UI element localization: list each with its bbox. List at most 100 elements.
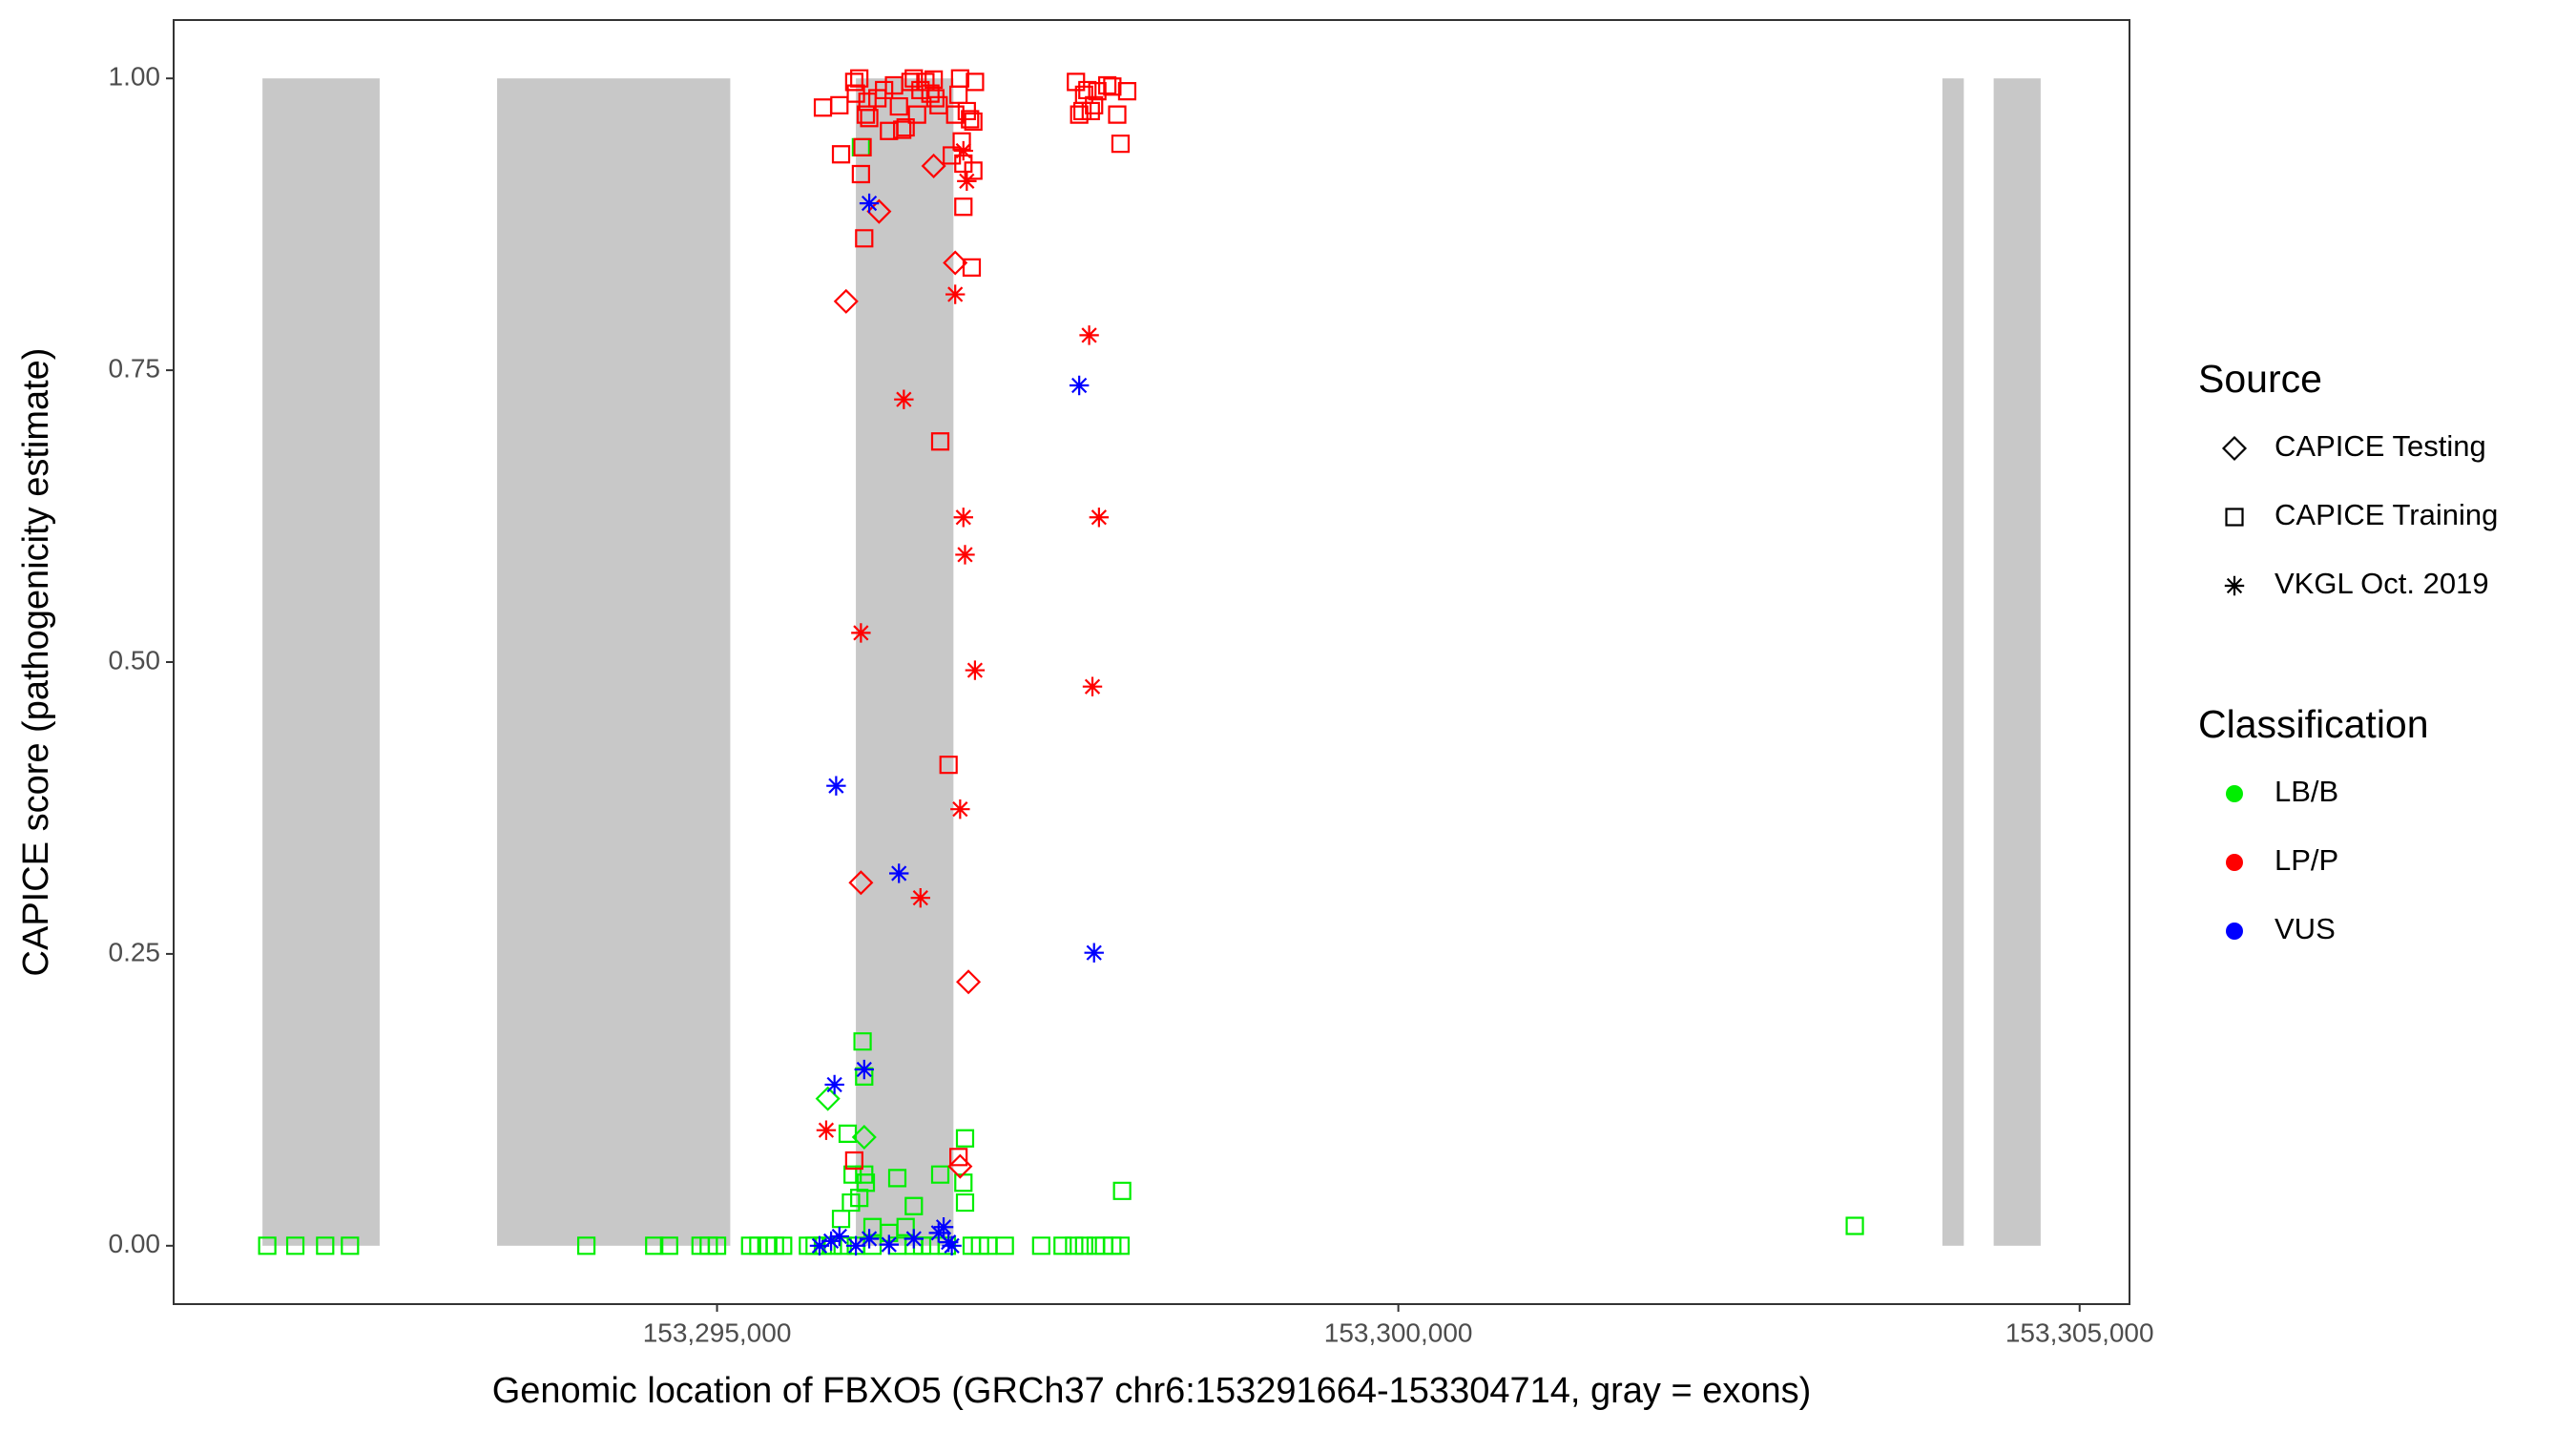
plot-border [173,19,2130,1305]
point [879,1234,899,1255]
point [859,193,880,214]
point [845,1235,866,1256]
point [907,105,926,124]
point [1112,1181,1132,1200]
point [1089,508,1110,528]
point [774,1236,793,1255]
legend-key [2221,435,2248,462]
legend-key [2226,785,2243,802]
point [911,80,930,100]
x-axis-title: Genomic location of FBXO5 (GRCh37 chr6:1… [492,1371,1812,1411]
point [956,969,982,995]
legend-key [2225,508,2244,527]
point [943,250,968,276]
legend-title: Classification [2198,702,2429,746]
point [862,1236,883,1255]
point [850,1189,869,1208]
point [856,1173,876,1192]
point [1108,105,1127,124]
point [1117,82,1137,101]
point [904,1229,924,1249]
point [955,1192,975,1213]
point [868,89,887,108]
point [821,1231,841,1252]
point [955,1129,975,1148]
point [659,1236,678,1255]
legend-label: VUS [2275,912,2336,945]
point [887,1169,907,1188]
point [1069,375,1090,396]
legend-label: LP/P [2275,843,2338,877]
legend-label: CAPICE Testing [2275,429,2486,463]
point [961,110,980,129]
point [949,1148,968,1167]
point [853,137,872,156]
point [1103,77,1122,96]
point [844,1151,863,1171]
point [957,171,977,192]
point [933,1217,954,1237]
point [889,96,908,116]
point [937,1236,957,1255]
point [854,1059,874,1080]
point [965,660,986,680]
point [924,70,944,90]
point [258,1236,277,1255]
legend-title: Source [2198,357,2322,401]
point [815,1086,841,1111]
exon [497,78,731,1246]
point [954,197,973,217]
point [995,1236,1014,1255]
point [884,75,904,95]
point [921,153,946,178]
point [942,1235,962,1256]
point [1085,95,1104,114]
y-tick-label: 0.50 [109,645,161,674]
point [921,84,940,103]
point [316,1236,335,1255]
point [1079,325,1099,345]
exon [856,78,954,1246]
point [889,863,909,883]
point [1845,1216,1864,1235]
point [1067,73,1086,92]
legend-key [2226,923,2243,940]
point [957,101,976,121]
y-tick-label: 0.75 [109,353,161,383]
point [1081,101,1100,121]
point [894,389,914,409]
exon [1993,78,2041,1246]
point [855,1165,874,1184]
point [964,112,983,132]
point [844,73,863,92]
point [952,132,971,151]
point [880,1223,899,1242]
point [954,154,973,174]
point [954,1173,973,1192]
point [830,95,849,114]
point [813,98,833,117]
point [848,870,874,896]
point [341,1236,360,1255]
x-tick-label: 153,305,000 [2005,1317,2154,1347]
legend-key [2226,854,2243,871]
y-tick-label: 1.00 [109,62,161,92]
point [930,432,950,451]
exon [262,78,380,1246]
point [829,1226,850,1247]
legend-label: CAPICE Training [2275,498,2498,531]
point [1111,135,1131,154]
point [1111,1236,1131,1255]
point [953,508,973,528]
point [939,756,958,775]
legend-key [2224,575,2245,596]
exon [1942,78,1964,1246]
x-tick-label: 153,295,000 [643,1317,792,1347]
point [904,1196,924,1215]
point [831,145,851,164]
y-tick-label: 0.00 [109,1229,161,1258]
point [576,1236,596,1255]
point [925,89,945,108]
